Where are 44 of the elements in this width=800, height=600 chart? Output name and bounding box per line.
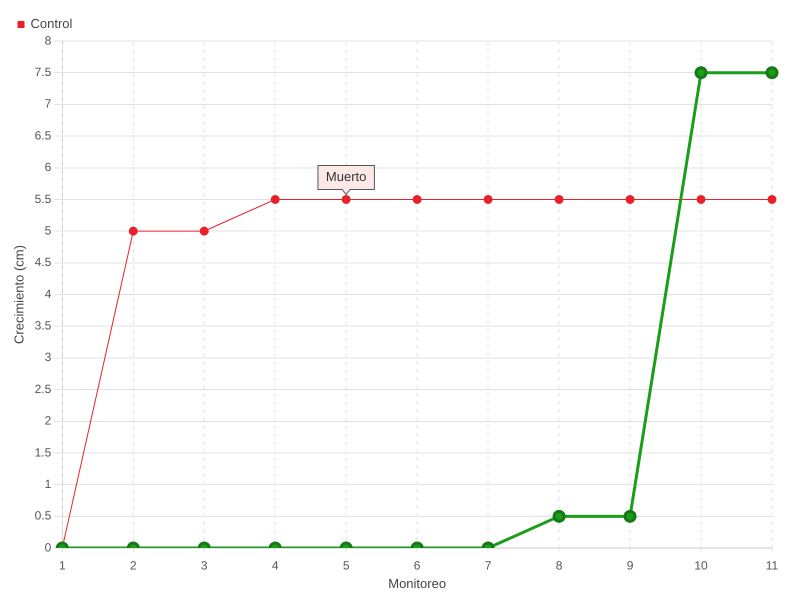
point [554,194,564,204]
y-tick-label: 5.5 [34,192,52,206]
y-tick-label: 5 [44,223,52,238]
y-tick-label: 2.5 [34,382,52,396]
y-tick-label: 7 [44,96,52,111]
point [696,194,706,204]
x-tick-label: 7 [484,558,492,573]
x-tick-label: 1 [58,558,66,573]
x-axis-title: Monitoreo [388,576,446,591]
x-tick-label: 11 [766,558,779,573]
point [270,194,280,204]
point [484,194,493,204]
legend-label: Control [30,16,73,32]
x-tick-label: 3 [200,558,208,573]
y-tick-label: 0 [44,540,52,554]
y-tick-label: 8 [44,33,52,48]
y-tick-label: 4 [44,286,52,301]
y-tick-label: 7.5 [34,65,52,79]
y-tick-label: 6 [44,160,52,174]
x-tick-label: 2 [130,558,137,573]
x-tick-label: 5 [342,558,350,573]
y-tick-label: 3.5 [34,318,52,332]
x-tick-label: 8 [556,558,563,573]
point [626,194,635,204]
y-tick-label: 1 [44,476,52,491]
point [412,194,422,204]
x-tick-label: 6 [414,558,421,573]
y-axis-title: Crecimiento (cm) [11,245,26,344]
point [694,66,708,80]
x-tick-label: 4 [272,558,279,573]
y-tick-label: 1.5 [34,445,52,460]
annotation: Muerto [326,169,366,184]
y-tick-label: 6.5 [34,128,52,142]
x-tick-label: 9 [626,558,634,573]
y-tick-label: 3 [44,350,52,364]
point [768,194,776,204]
point [342,194,351,204]
point [766,66,778,80]
y-tick-label: 4.5 [34,255,52,270]
y-tick-label: 2 [44,414,52,428]
point [200,226,209,236]
y-tick-label: 0.5 [34,508,52,523]
x-tick-label: 10 [694,558,708,573]
point [128,226,138,236]
